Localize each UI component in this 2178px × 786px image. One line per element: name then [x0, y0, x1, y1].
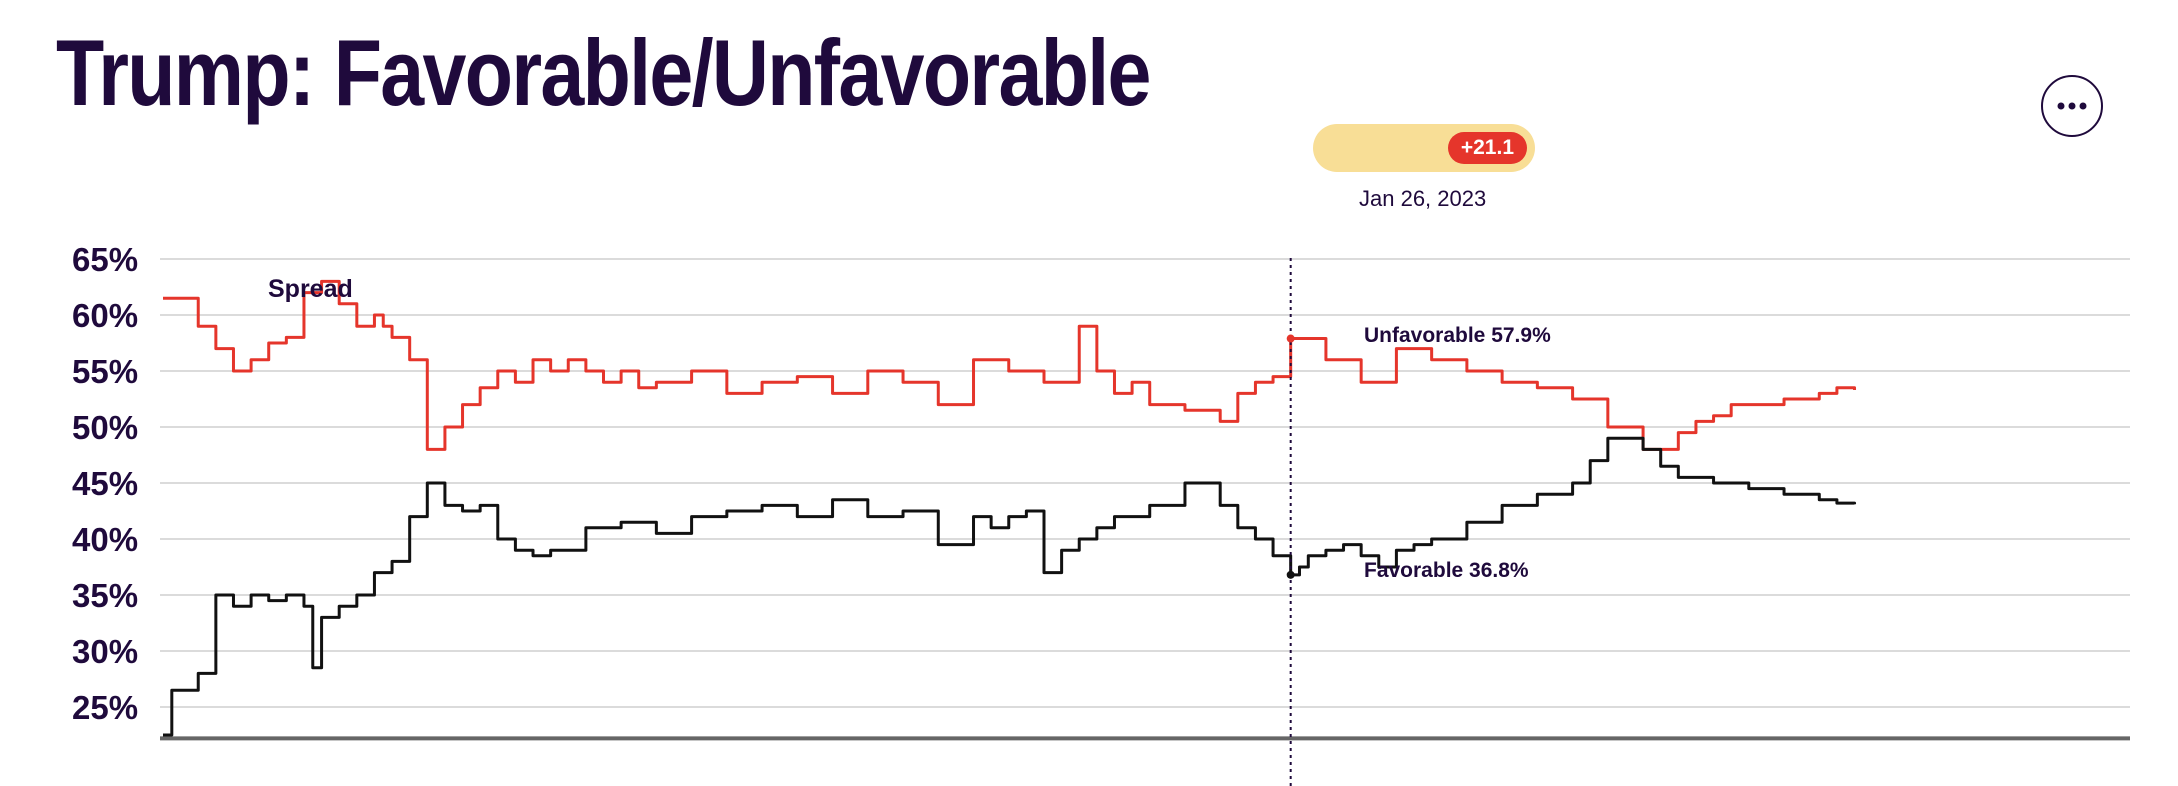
y-tick-label: 55%: [72, 353, 138, 390]
y-tick-label: 45%: [72, 465, 138, 502]
series-line-unfavorable: [163, 279, 1857, 451]
spread-pill: +21.1: [1313, 124, 1535, 172]
y-tick-label: 50%: [72, 409, 138, 446]
y-tick-label: 60%: [72, 297, 138, 334]
y-tick-label: 25%: [72, 689, 138, 726]
more-horizontal-icon: [2057, 102, 2087, 110]
spread-value-badge: +21.1: [1447, 132, 1527, 164]
more-options-button[interactable]: [2041, 75, 2103, 137]
spread-label: Spread: [268, 275, 353, 303]
y-tick-label: 65%: [72, 241, 138, 278]
hover-point-unfavorable: [1286, 334, 1295, 343]
y-tick-label: 30%: [72, 633, 138, 670]
hover-point-favorable: [1286, 570, 1295, 579]
hover-date-label: Jan 26, 2023: [1359, 186, 1487, 211]
unfavorable-label: Unfavorable 57.9%: [1364, 324, 1551, 347]
page-title: Trump: Favorable/Unfavorable: [56, 20, 1151, 125]
y-tick-label: 40%: [72, 521, 138, 558]
favorable-label: Favorable 36.8%: [1364, 559, 1529, 582]
series-line-favorable: [163, 436, 1857, 737]
y-tick-label: 35%: [72, 577, 138, 614]
